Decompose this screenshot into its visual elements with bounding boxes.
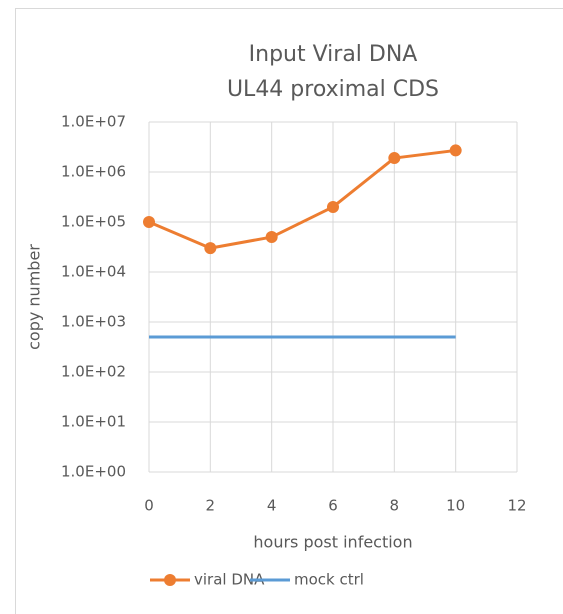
data-point: [265, 231, 278, 244]
y-axis-label: copy number: [25, 244, 44, 350]
y-tick-label: 1.0E+07: [61, 113, 126, 131]
data-point: [204, 242, 217, 255]
data-point: [388, 152, 401, 165]
x-tick-label: 0: [144, 497, 154, 515]
series-line: [148, 148, 456, 250]
data-point: [143, 216, 155, 228]
y-tick-label: 1.0E+04: [61, 263, 126, 281]
y-tick-label: 1.0E+02: [61, 363, 126, 381]
x-axis-label: hours post infection: [253, 533, 412, 552]
x-tick-label: 4: [267, 497, 277, 515]
x-tick-label: 8: [390, 497, 400, 515]
data-point: [327, 200, 339, 213]
x-tick-label: 10: [446, 497, 465, 515]
legend-label: mock ctrl: [294, 571, 364, 589]
legend-label: viral DNA: [194, 571, 265, 589]
chart-title: Input Viral DNA: [249, 42, 418, 67]
data-point: [449, 144, 462, 157]
chart-title: UL44 proximal CDS: [227, 77, 439, 102]
legend-marker: [164, 574, 176, 586]
chart-frame: [15, 8, 563, 614]
x-tick-label: 6: [328, 497, 338, 515]
x-tick-label: 12: [507, 497, 526, 515]
x-tick-label: 2: [206, 497, 216, 515]
y-tick-label: 1.0E+06: [61, 163, 126, 181]
y-tick-label: 1.0E+01: [61, 413, 126, 431]
y-tick-label: 1.0E+05: [61, 213, 126, 231]
y-tick-label: 1.0E+03: [61, 313, 126, 331]
y-tick-label: 1.0E+00: [61, 463, 126, 481]
